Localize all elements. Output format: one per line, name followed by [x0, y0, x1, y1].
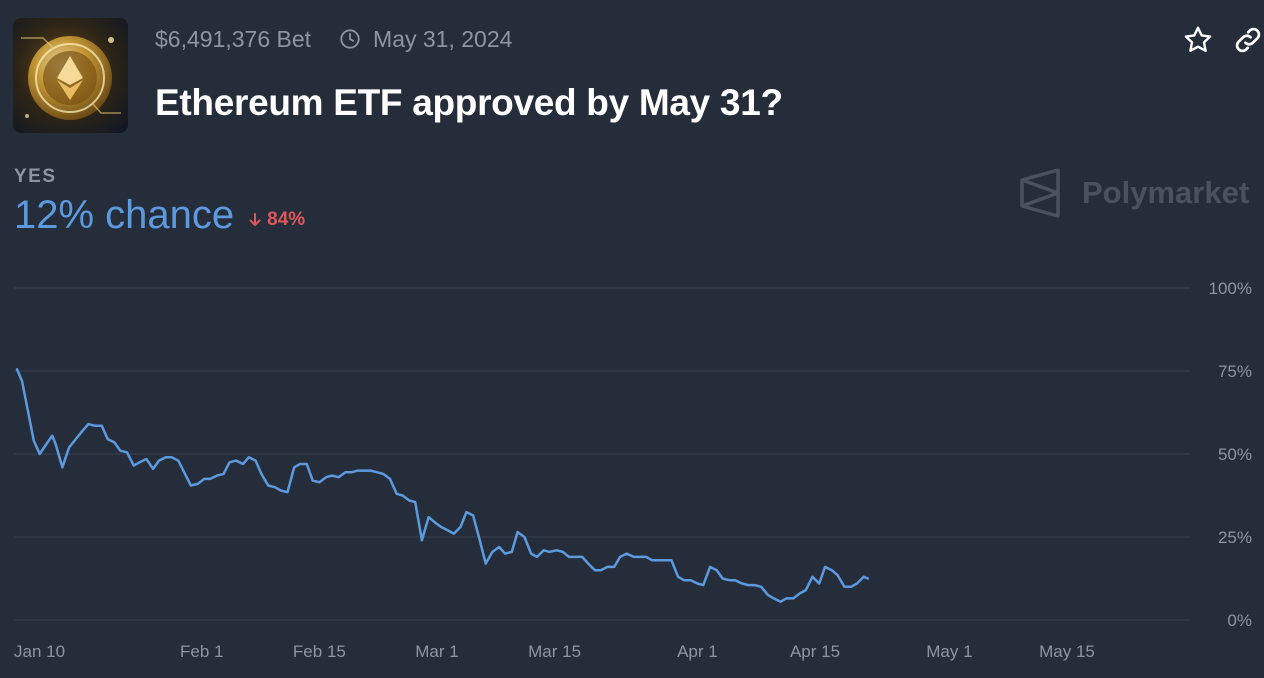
- x-tick-label: Feb 15: [293, 642, 346, 661]
- y-tick-label: 100%: [1209, 279, 1252, 298]
- chance-row: 12% chance 84%: [14, 193, 305, 238]
- arrow-down-icon: [249, 213, 261, 226]
- end-date: May 31, 2024: [339, 26, 512, 53]
- market-meta: $6,491,376 Bet May 31, 2024: [155, 25, 512, 53]
- x-tick-label: Apr 15: [790, 642, 840, 661]
- brand-name: Polymarket: [1082, 175, 1250, 210]
- outcome-label: YES: [14, 166, 57, 187]
- y-tick-label: 50%: [1218, 445, 1252, 464]
- chance-change-text: 84%: [267, 209, 306, 230]
- market-title: Ethereum ETF approved by May 31?: [155, 82, 783, 123]
- chance-value: 12% chance: [14, 193, 235, 237]
- volume-text: $6,491,376 Bet: [155, 25, 312, 52]
- link-icon[interactable]: [1232, 24, 1264, 56]
- x-tick-label: May 1: [926, 642, 972, 661]
- y-tick-label: 75%: [1218, 362, 1252, 381]
- clock-icon: [340, 29, 360, 49]
- x-tick-label: Feb 1: [180, 642, 223, 661]
- x-tick-label: Mar 15: [528, 642, 581, 661]
- polymarket-logo-icon: [1020, 168, 1060, 218]
- x-tick-label: Apr 1: [677, 642, 718, 661]
- y-tick-label: 0%: [1227, 611, 1252, 630]
- y-tick-label: 25%: [1218, 528, 1252, 547]
- chance-change: 84%: [248, 209, 305, 231]
- x-tick-label: Mar 1: [415, 642, 458, 661]
- star-icon[interactable]: [1182, 24, 1214, 56]
- x-tick-label: Jan 10: [14, 642, 65, 661]
- polymarket-logo: Polymarket: [1018, 168, 1249, 218]
- end-date-text: May 31, 2024: [373, 25, 513, 52]
- series-line: [15, 368, 870, 603]
- ethereum-coin-image: [13, 18, 128, 133]
- x-tick-label: May 15: [1039, 642, 1095, 661]
